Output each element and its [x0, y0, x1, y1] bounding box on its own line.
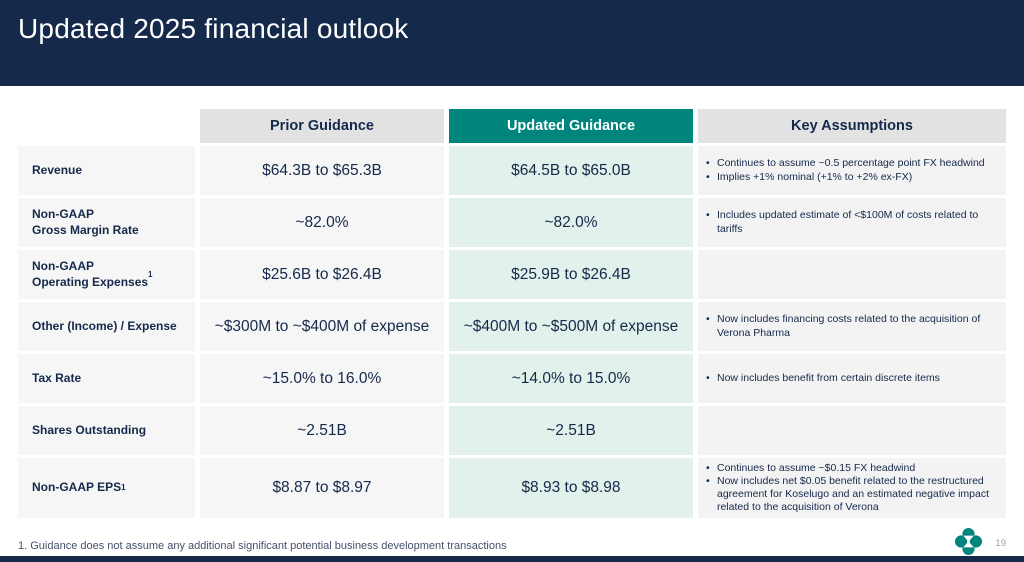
prior-guidance-value: $25.6B to $26.4B	[200, 250, 444, 299]
row-label: Non-GAAP Gross Margin Rate	[18, 198, 195, 247]
prior-guidance-value: ~15.0% to 16.0%	[200, 354, 444, 403]
updated-guidance-value: ~$400M to ~$500M of expense	[449, 302, 693, 351]
column-header-updated-guidance: Updated Guidance	[449, 109, 693, 143]
column-header-key-assumptions: Key Assumptions	[698, 109, 1006, 143]
company-logo-icon	[955, 528, 982, 555]
assumptions-list: Now includes financing costs related to …	[704, 313, 998, 339]
assumption-item: Continues to assume ~$0.15 FX headwind	[704, 462, 998, 475]
guidance-table: Prior Guidance Updated Guidance Key Assu…	[18, 109, 1006, 518]
assumptions-cell: Now includes benefit from certain discre…	[698, 354, 1006, 403]
assumptions-list: Continues to assume ~0.5 percentage poin…	[704, 157, 985, 184]
assumption-item: Includes updated estimate of <$100M of c…	[704, 209, 998, 235]
assumptions-cell: Now includes financing costs related to …	[698, 302, 1006, 351]
assumptions-cell	[698, 250, 1006, 299]
assumptions-cell: Continues to assume ~0.5 percentage poin…	[698, 146, 1006, 195]
updated-guidance-value: ~14.0% to 15.0%	[449, 354, 693, 403]
row-label: Revenue	[18, 146, 195, 195]
assumption-item: Now includes net $0.05 benefit related t…	[704, 475, 998, 515]
table-corner-spacer	[18, 109, 195, 143]
bottom-accent-bar	[0, 556, 1024, 562]
row-label: Non-GAAP Operating Expenses 1	[18, 250, 195, 299]
assumptions-cell	[698, 406, 1006, 455]
prior-guidance-value: ~82.0%	[200, 198, 444, 247]
assumptions-cell: Continues to assume ~$0.15 FX headwindNo…	[698, 458, 1006, 518]
assumption-item: Implies +1% nominal (+1% to +2% ex-FX)	[704, 171, 985, 184]
updated-guidance-value: ~2.51B	[449, 406, 693, 455]
updated-guidance-value: $64.5B to $65.0B	[449, 146, 693, 195]
prior-guidance-value: $64.3B to $65.3B	[200, 146, 444, 195]
assumption-item: Now includes benefit from certain discre…	[704, 372, 940, 385]
row-label: Shares Outstanding	[18, 406, 195, 455]
row-label: Tax Rate	[18, 354, 195, 403]
assumption-item: Now includes financing costs related to …	[704, 313, 998, 339]
assumptions-list: Now includes benefit from certain discre…	[704, 372, 940, 385]
prior-guidance-value: $8.87 to $8.97	[200, 458, 444, 518]
assumptions-cell: Includes updated estimate of <$100M of c…	[698, 198, 1006, 247]
prior-guidance-value: ~$300M to ~$400M of expense	[200, 302, 444, 351]
assumption-item: Continues to assume ~0.5 percentage poin…	[704, 157, 985, 170]
updated-guidance-value: $8.93 to $8.98	[449, 458, 693, 518]
footnote: 1. Guidance does not assume any addition…	[18, 540, 507, 552]
column-header-prior-guidance: Prior Guidance	[200, 109, 444, 143]
prior-guidance-value: ~2.51B	[200, 406, 444, 455]
updated-guidance-value: ~82.0%	[449, 198, 693, 247]
assumptions-list: Includes updated estimate of <$100M of c…	[704, 209, 998, 235]
assumptions-list: Continues to assume ~$0.15 FX headwindNo…	[704, 462, 998, 515]
page-title: Updated 2025 financial outlook	[18, 13, 409, 44]
slide-title-bar: Updated 2025 financial outlook	[0, 0, 1024, 86]
updated-guidance-value: $25.9B to $26.4B	[449, 250, 693, 299]
row-label: Non-GAAP EPS 1	[18, 458, 195, 518]
row-label: Other (Income) / Expense	[18, 302, 195, 351]
page-number: 19	[995, 538, 1006, 549]
